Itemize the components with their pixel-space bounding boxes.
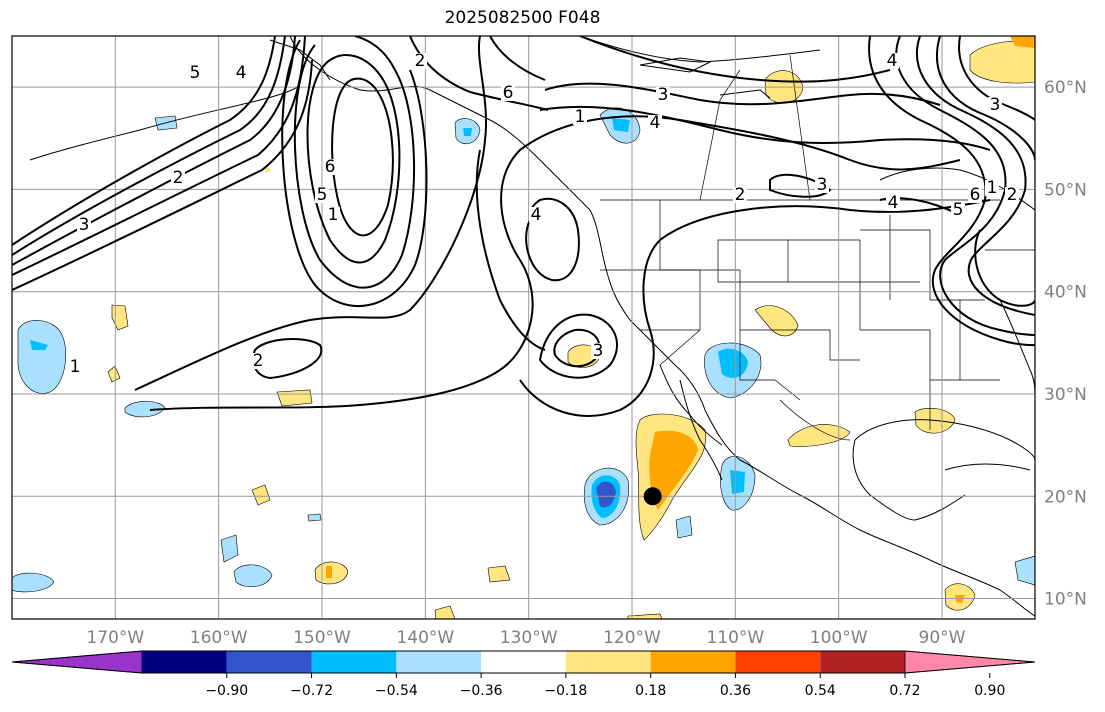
contour-label: 5 bbox=[953, 200, 964, 220]
contour-label-bg bbox=[573, 109, 587, 125]
colorbar-label: −0.90 bbox=[205, 683, 248, 699]
political-boundaries bbox=[600, 54, 1035, 441]
contour-label-bg bbox=[885, 53, 899, 69]
colorbar-label: −0.54 bbox=[375, 683, 418, 699]
contour-label: 2 bbox=[173, 168, 184, 188]
contour-label: 2 bbox=[415, 51, 426, 71]
lat-tick-label: 40°N bbox=[1044, 283, 1087, 303]
lat-tick-label: 10°N bbox=[1044, 590, 1087, 610]
contour-label-bg bbox=[501, 85, 515, 101]
contour-label: 3 bbox=[990, 95, 1001, 115]
contour-label: 1 bbox=[987, 178, 998, 198]
contour-label: 4 bbox=[236, 63, 247, 83]
contour-label: 2 bbox=[735, 185, 746, 205]
contour-label: 4 bbox=[887, 51, 898, 71]
contour-label-bg bbox=[591, 343, 605, 359]
colorbar-label: 0.90 bbox=[974, 683, 1005, 699]
coastlines bbox=[29, 36, 1035, 617]
colorbar-label: 0.18 bbox=[635, 683, 666, 699]
colorbar-swatch bbox=[311, 651, 397, 673]
latitude-tick-labels: 10°N 20°N 30°N 40°N 50°N 60°N bbox=[1044, 78, 1087, 609]
lat-tick-label: 60°N bbox=[1044, 78, 1087, 98]
lat-tick-label: 30°N bbox=[1044, 385, 1087, 405]
contour-label-bg bbox=[315, 187, 329, 203]
contour-label: 4 bbox=[531, 205, 542, 225]
map-title: 2025082500 F048 bbox=[444, 8, 601, 28]
lon-tick-label: 140°W bbox=[396, 628, 454, 648]
colorbar-label: 0.54 bbox=[805, 683, 836, 699]
colorbar: −0.90 −0.72 −0.54 −0.36 −0.18 0.18 0.36 0.54 0.7… bbox=[11, 650, 1036, 699]
lon-tick-label: 90°W bbox=[919, 628, 966, 648]
contour-label: 2 bbox=[253, 351, 264, 371]
lon-tick-label: 120°W bbox=[603, 628, 661, 648]
contour-label-bg bbox=[68, 359, 82, 375]
contour-label-bg bbox=[951, 202, 965, 218]
colorbar-swatch bbox=[226, 651, 312, 673]
lon-tick-label: 170°W bbox=[86, 628, 144, 648]
contour-label-bg bbox=[251, 353, 265, 369]
contour-label: 1 bbox=[328, 205, 339, 225]
colorbar-label: 0.72 bbox=[889, 683, 920, 699]
contour-label-bg bbox=[529, 207, 543, 223]
colorbar-extend-high bbox=[904, 650, 1036, 674]
contour-label: 2 bbox=[1007, 185, 1018, 205]
contour-label: 6 bbox=[503, 83, 514, 103]
contour-label-bg bbox=[648, 115, 662, 131]
colorbar-label: 0.36 bbox=[720, 683, 751, 699]
colorbar-swatch bbox=[735, 651, 821, 673]
map-area bbox=[12, 36, 1035, 619]
contour-label: 4 bbox=[650, 113, 661, 133]
lon-tick-label: 110°W bbox=[706, 628, 764, 648]
contour-label-bg bbox=[188, 65, 202, 81]
contour-label-bg bbox=[968, 187, 982, 203]
contour-label: 1 bbox=[70, 357, 81, 377]
contour-label-bg bbox=[656, 87, 670, 103]
lon-tick-label: 130°W bbox=[500, 628, 558, 648]
colorbar-swatch bbox=[396, 651, 482, 673]
contour-label: 3 bbox=[593, 341, 604, 361]
contour-label-bg bbox=[733, 187, 747, 203]
lon-tick-label: 160°W bbox=[190, 628, 248, 648]
contour-label-bg bbox=[988, 97, 1002, 113]
contour-label: 5 bbox=[190, 63, 201, 83]
contour-label: 3 bbox=[79, 215, 90, 235]
colorbar-swatch bbox=[142, 651, 227, 673]
colorbar-extend-low bbox=[11, 650, 143, 674]
colorbar-swatch bbox=[650, 651, 736, 673]
contour-label-bg bbox=[234, 65, 248, 81]
contour-label: 5 bbox=[317, 185, 328, 205]
lon-tick-label: 150°W bbox=[293, 628, 351, 648]
contour-label-bg bbox=[985, 180, 999, 196]
colorbar-label: −0.18 bbox=[544, 683, 587, 699]
contour-label: 1 bbox=[575, 107, 586, 127]
contour-lines bbox=[12, 36, 1035, 417]
contour-label-bg bbox=[323, 159, 337, 175]
contour-label: 6 bbox=[325, 157, 336, 177]
contour-label-bg bbox=[326, 207, 340, 223]
colorbar-swatch bbox=[820, 651, 905, 673]
contour-label: 4 bbox=[888, 193, 899, 213]
colorbar-outline bbox=[11, 650, 1036, 674]
contour-label: 3 bbox=[658, 85, 669, 105]
colorbar-swatch bbox=[565, 651, 651, 673]
colorbar-swatch bbox=[481, 651, 566, 673]
colorbar-label: −0.72 bbox=[290, 683, 333, 699]
contour-label-bg bbox=[1005, 187, 1019, 203]
contour-label: 3 bbox=[817, 175, 828, 195]
lat-tick-label: 20°N bbox=[1044, 487, 1087, 507]
contour-label: 6 bbox=[970, 185, 981, 205]
map-frame bbox=[11, 35, 1036, 620]
lon-tick-label: 100°W bbox=[810, 628, 868, 648]
colorbar-label: −0.36 bbox=[460, 683, 503, 699]
contour-label-bg bbox=[77, 217, 91, 233]
lat-tick-label: 50°N bbox=[1044, 180, 1087, 200]
contour-label-bg bbox=[171, 170, 185, 186]
longitude-tick-labels: 170°W 160°W 150°W 140°W 130°W 120°W 110°W 100°W… bbox=[86, 628, 965, 648]
location-marker bbox=[643, 487, 662, 506]
contour-label-bg bbox=[413, 53, 427, 69]
contour-label-bg bbox=[815, 177, 829, 193]
contour-label-bg bbox=[886, 195, 900, 211]
